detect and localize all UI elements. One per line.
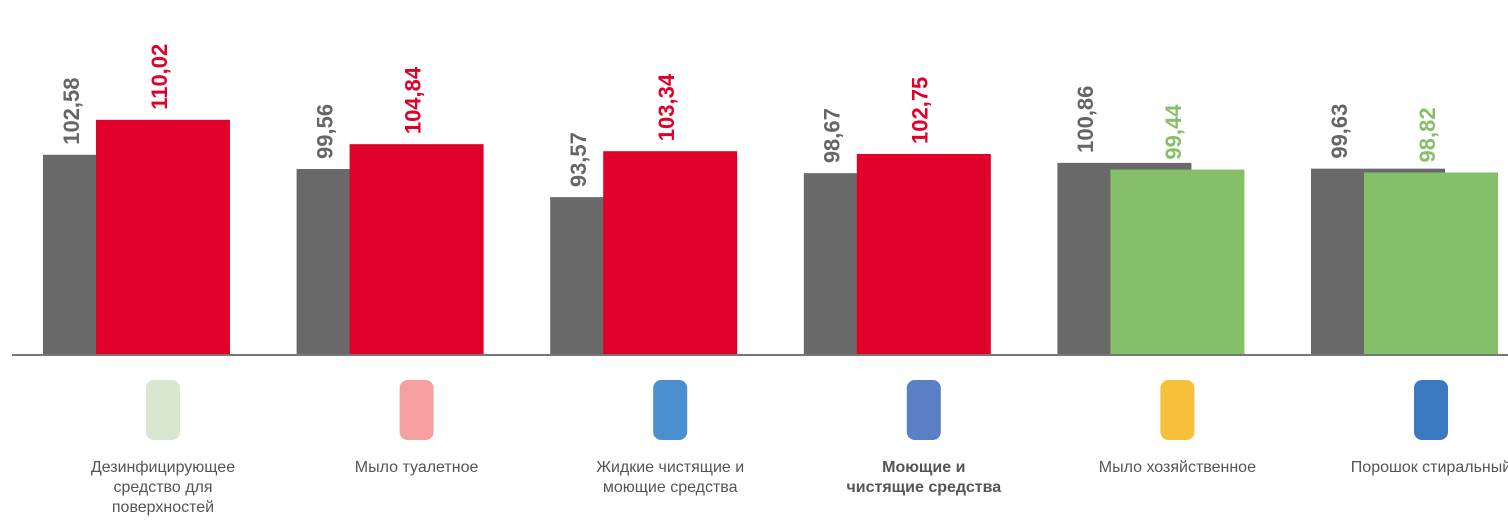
icon — [653, 380, 688, 440]
x-tick-label: Моющие и чистящие средства — [846, 459, 1002, 496]
value-label: 98,67 — [820, 108, 845, 163]
x-tick-label: Дезинфицирующее средство для поверхносте… — [90, 459, 236, 516]
bar — [1110, 169, 1245, 355]
icon — [146, 380, 180, 440]
bar — [603, 151, 738, 355]
value-label: 100,86 — [1073, 86, 1098, 153]
value-label: 102,58 — [59, 77, 84, 144]
x-tick-label: Мыло хозяйственное — [1098, 459, 1256, 476]
x-tick-label: Мыло туалетное — [354, 459, 479, 476]
x-tick-label: Порошок стиральный — [1350, 459, 1508, 476]
icon — [399, 380, 434, 440]
x-tick-label: Жидкие чистящие и моющие средства — [596, 459, 745, 496]
icon — [1160, 380, 1195, 440]
value-label: 99,56 — [312, 104, 337, 159]
bar — [96, 119, 230, 355]
value-label: 104,84 — [400, 66, 425, 134]
value-label: 99,44 — [1161, 104, 1186, 160]
value-label: 103,34 — [654, 73, 679, 141]
value-label: 102,75 — [908, 77, 933, 144]
icon — [1414, 380, 1448, 440]
value-label: 99,63 — [1327, 104, 1352, 159]
value-label: 93,57 — [566, 132, 591, 187]
icon — [906, 380, 941, 440]
value-label: 110,02 — [147, 44, 172, 110]
bar — [856, 153, 991, 355]
bar — [349, 144, 484, 355]
bar — [1364, 172, 1498, 355]
value-label: 98,82 — [1415, 107, 1440, 162]
